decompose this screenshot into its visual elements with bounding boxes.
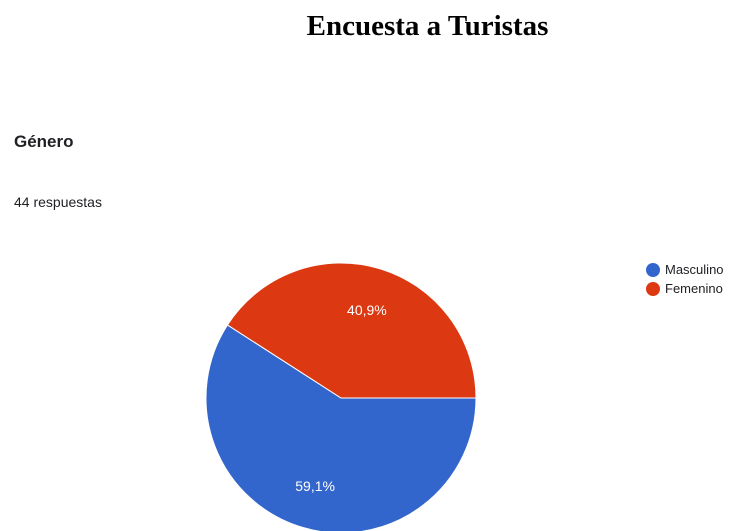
legend-item-masculino[interactable]: Masculino: [646, 260, 724, 279]
document-title: Encuesta a Turistas: [306, 10, 549, 42]
legend-swatch: [646, 262, 660, 277]
pie-slice-masculino[interactable]: [205, 324, 477, 531]
legend-label: Masculino: [665, 262, 724, 277]
pie-slice-label: 40,9%: [347, 302, 387, 318]
pie-slice-femenino[interactable]: [226, 262, 477, 399]
pie-slice-label: 59,1%: [295, 478, 335, 494]
question-title: Género: [14, 132, 74, 151]
question-card: Género 44 respuestas: [0, 110, 745, 531]
legend-label: Femenino: [665, 281, 723, 296]
response-count: 44 respuestas: [14, 194, 102, 210]
chart-legend: Masculino Femenino: [646, 260, 724, 298]
legend-item-femenino[interactable]: Femenino: [646, 279, 724, 298]
legend-swatch: [646, 281, 660, 296]
